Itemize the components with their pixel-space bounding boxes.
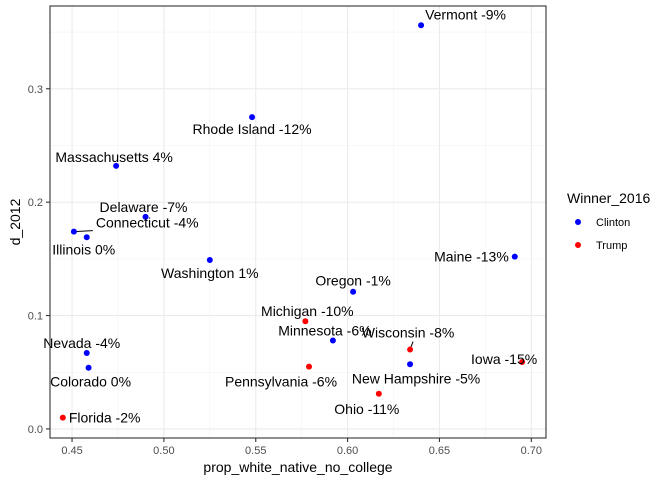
legend-title: Winner_2016 xyxy=(567,190,650,206)
y-tick-label: 0.3 xyxy=(28,84,43,96)
x-tick-label: 0.50 xyxy=(153,445,174,457)
legend-entries: Clinton Trump xyxy=(575,217,630,252)
point-8 xyxy=(350,288,357,295)
point-17 xyxy=(375,390,382,397)
point-14 xyxy=(407,346,414,353)
data-points xyxy=(59,22,526,421)
point-10 xyxy=(83,349,90,356)
point-label: Minnesota -6% xyxy=(278,322,371,338)
panel-border xyxy=(49,5,547,439)
x-tick-label: 0.45 xyxy=(61,445,82,457)
point-18 xyxy=(59,414,66,421)
x-axis-ticks: 0.45 0.50 0.55 0.60 0.65 0.70 xyxy=(61,438,542,457)
point-4 xyxy=(70,228,77,235)
point-12 xyxy=(407,361,414,368)
point-label: Maine -13% xyxy=(434,249,509,265)
point-label: Florida -2% xyxy=(69,410,141,426)
point-label: Pennsylvania -6% xyxy=(225,374,337,390)
point-5 xyxy=(83,234,90,241)
point-2 xyxy=(113,162,120,169)
x-tick-label: 0.60 xyxy=(337,445,358,457)
y-tick-label: 0.0 xyxy=(28,424,43,436)
y-axis-title: d_2012 xyxy=(7,198,23,245)
point-0 xyxy=(418,22,425,29)
point-label: Vermont -9% xyxy=(425,6,506,22)
point-label: Rhode Island -12% xyxy=(193,121,312,137)
x-axis-title: prop_white_native_no_college xyxy=(203,459,392,475)
point-3 xyxy=(142,213,149,220)
y-axis-ticks: 0.0 0.1 0.2 0.3 xyxy=(28,84,50,436)
legend-key-clinton xyxy=(575,219,581,225)
point-label: Iowa -15% xyxy=(471,351,537,367)
point-label: Connecticut -4% xyxy=(96,215,199,231)
leader-line xyxy=(73,230,93,233)
point-labels: Vermont -9% Rhode Island -12% Massachusett… xyxy=(43,6,537,425)
point-label: Massachusetts 4% xyxy=(55,149,173,165)
point-label: Illinois 0% xyxy=(52,241,115,257)
point-9 xyxy=(329,337,336,344)
point-label: Ohio -11% xyxy=(334,401,399,417)
major-gridlines xyxy=(50,6,546,438)
x-tick-label: 0.55 xyxy=(245,445,266,457)
point-label: Oregon -1% xyxy=(315,273,390,289)
point-label: Michigan -10% xyxy=(261,303,354,319)
y-tick-label: 0.1 xyxy=(28,311,43,323)
plot-panel xyxy=(50,6,546,438)
point-11 xyxy=(85,364,92,371)
point-1 xyxy=(249,114,256,121)
y-tick-label: 0.2 xyxy=(28,197,43,209)
point-label: Wisconsin -8% xyxy=(362,325,455,341)
point-label: New Hampshire -5% xyxy=(352,370,480,386)
point-label: Washington 1% xyxy=(161,265,259,281)
minor-gridlines xyxy=(50,6,546,438)
legend-key-trump xyxy=(575,242,581,248)
point-16 xyxy=(306,363,313,370)
x-tick-label: 0.65 xyxy=(429,445,450,457)
point-label: Nevada -4% xyxy=(43,335,120,351)
point-6 xyxy=(206,256,213,263)
point-label: Delaware -7% xyxy=(100,199,188,215)
point-label: Colorado 0% xyxy=(50,374,131,390)
point-13 xyxy=(302,318,309,325)
point-15 xyxy=(519,359,526,366)
legend-label: Clinton xyxy=(596,217,630,229)
legend-label: Trump xyxy=(596,240,627,252)
legend: Winner_2016 Clinton Trump xyxy=(567,190,650,252)
point-7 xyxy=(511,253,518,260)
x-tick-label: 0.70 xyxy=(521,445,542,457)
